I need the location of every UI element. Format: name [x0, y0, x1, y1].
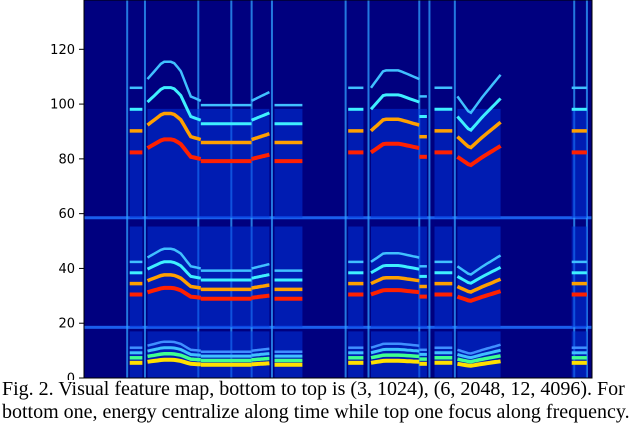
- harmonic-top-4-1: [251, 152, 270, 161]
- harmonic-bottom-4-1: [251, 361, 270, 367]
- energy-block-top-7: [371, 108, 420, 218]
- harmonic-bottom-7-3: [370, 347, 420, 355]
- harmonic-top-2-2: [146, 111, 202, 142]
- energy-block-bottom-11: [571, 331, 587, 378]
- harmonic-middle-2-2: [146, 273, 202, 290]
- harmonic-bottom-10-4: [457, 343, 501, 355]
- y-tick-label-0: 0: [67, 372, 75, 381]
- onset-line-8: [367, 0, 370, 378]
- onset-line-6: [270, 0, 273, 378]
- harmonic-middle-4-2: [251, 283, 270, 290]
- harmonic-top-10-1: [456, 144, 502, 168]
- harmonic-top-2-4: [146, 60, 202, 102]
- y-tick-label-80: 80: [58, 152, 75, 167]
- caption-line-1: Fig. 2. Visual feature map, bottom to to…: [2, 378, 625, 400]
- energy-block-top-5: [274, 108, 303, 218]
- harmonic-bottom-7-1: [370, 358, 420, 365]
- plot-frame: [83, 0, 593, 379]
- energy-block-bottom-9: [434, 331, 453, 378]
- harmonic-middle-10-4: [456, 254, 502, 276]
- energy-block-top-3: [200, 108, 252, 218]
- harmonic-top-4-3: [251, 111, 271, 122]
- energy-block-top-4: [251, 108, 270, 218]
- onset-line-10: [428, 0, 431, 378]
- harmonic-bottom-4-4: [251, 347, 270, 353]
- harmonic-top-7-2: [369, 117, 420, 133]
- harmonic-middle-4-3: [251, 273, 270, 280]
- harmonic-top-7-1: [369, 141, 420, 155]
- harmonic-middle-10-1: [456, 289, 502, 303]
- harmonic-bottom-2-1: [147, 357, 201, 367]
- figure-caption: Fig. 2. Visual feature map, bottom to to…: [2, 378, 640, 424]
- harmonic-top-4-2: [251, 132, 270, 142]
- energy-block-middle-1: [129, 226, 143, 328]
- energy-block-middle-11: [571, 226, 587, 328]
- harmonic-middle-2-4: [146, 247, 202, 270]
- y-tick-label-20: 20: [58, 317, 75, 332]
- energy-block-top-8: [419, 108, 427, 218]
- harmonic-bottom-10-2: [457, 354, 501, 364]
- y-tick-label-60: 60: [58, 207, 75, 222]
- harmonic-bottom-2-2: [147, 351, 201, 362]
- harmonic-bottom-4-3: [251, 352, 270, 357]
- energy-block-top-2: [147, 108, 201, 218]
- energy-block-top-9: [434, 108, 453, 218]
- harmonic-top-4-4: [251, 90, 270, 102]
- energy-block-bottom-6: [348, 331, 364, 378]
- onset-line-11: [453, 0, 456, 378]
- y-axis: 0 20 40 60 80 100 120: [50, 43, 84, 380]
- harmonic-top-2-1: [146, 137, 202, 161]
- energy-block-bottom-1: [129, 331, 143, 378]
- energy-block-middle-5: [274, 226, 303, 328]
- y-tick-label-120: 120: [50, 43, 75, 58]
- harmonic-middle-10-2: [456, 277, 502, 294]
- heatmap-marks: [84, 0, 592, 378]
- harmonic-top-10-3: [456, 97, 502, 132]
- harmonic-top-2-3: [146, 86, 202, 122]
- harmonic-middle-10-3: [456, 265, 502, 285]
- harmonic-top-7-4: [369, 69, 420, 89]
- energy-block-middle-6: [348, 226, 364, 328]
- harmonic-middle-2-1: [146, 285, 201, 300]
- harmonic-top-7-3: [369, 93, 420, 111]
- energy-block-top-1: [129, 108, 143, 218]
- harmonic-top-10-4: [456, 73, 502, 115]
- caption-line-2: bottom one, energy centralize along time…: [2, 401, 630, 423]
- panel-boundary-2: [84, 216, 592, 220]
- harmonic-bottom-4-2: [251, 356, 270, 362]
- energy-block-top-6: [348, 108, 364, 218]
- energy-block-top-11: [571, 108, 587, 218]
- spectrogram-figure: 0 20 40 60 80 100 120: [50, 0, 593, 380]
- harmonic-bottom-10-3: [456, 348, 501, 360]
- harmonic-top-10-2: [456, 120, 502, 150]
- onset-line-7: [344, 0, 347, 378]
- y-tick-label-100: 100: [50, 98, 75, 113]
- energy-block-middle-3: [200, 226, 252, 328]
- harmonic-bottom-2-3: [147, 346, 201, 357]
- onset-line-1: [126, 0, 129, 378]
- harmonic-middle-7-2: [370, 276, 420, 286]
- harmonic-middle-7-1: [370, 288, 420, 297]
- harmonic-bottom-7-2: [370, 353, 420, 360]
- harmonic-bottom-2-4: [147, 340, 201, 353]
- harmonic-middle-4-1: [251, 293, 270, 300]
- harmonic-middle-4-4: [251, 262, 270, 270]
- harmonic-middle-2-3: [146, 260, 202, 280]
- onset-line-2: [143, 0, 146, 378]
- y-tick-label-40: 40: [58, 262, 75, 277]
- panel-boundary-1: [84, 325, 592, 329]
- energy-block-middle-9: [434, 226, 453, 328]
- harmonic-middle-7-4: [370, 251, 420, 263]
- harmonic-bottom-10-1: [457, 359, 501, 368]
- harmonic-middle-7-3: [370, 264, 420, 275]
- harmonic-bottom-7-4: [370, 342, 420, 349]
